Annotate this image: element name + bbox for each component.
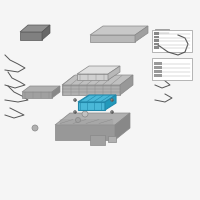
- Bar: [154, 32, 159, 34]
- Bar: [152, 58, 192, 80]
- Polygon shape: [108, 66, 120, 80]
- Polygon shape: [52, 86, 60, 98]
- Bar: [152, 30, 192, 52]
- Polygon shape: [55, 113, 130, 125]
- Polygon shape: [42, 25, 50, 40]
- Polygon shape: [22, 86, 60, 92]
- Circle shape: [110, 98, 114, 102]
- Bar: [154, 39, 159, 42]
- Polygon shape: [120, 75, 133, 95]
- Polygon shape: [22, 92, 52, 98]
- Circle shape: [74, 110, 76, 114]
- Polygon shape: [78, 95, 116, 102]
- Polygon shape: [135, 26, 148, 42]
- Polygon shape: [90, 26, 148, 35]
- Polygon shape: [115, 113, 130, 140]
- Circle shape: [32, 125, 38, 131]
- Circle shape: [74, 98, 76, 102]
- Bar: [154, 43, 159, 45]
- Bar: [154, 74, 162, 76]
- Bar: [154, 62, 162, 64]
- Polygon shape: [105, 95, 116, 110]
- Polygon shape: [62, 75, 133, 85]
- Polygon shape: [55, 125, 115, 140]
- Bar: [154, 70, 162, 72]
- Bar: [108, 136, 116, 142]
- Circle shape: [76, 117, 80, 122]
- Polygon shape: [62, 85, 120, 95]
- Circle shape: [110, 110, 114, 114]
- Circle shape: [82, 111, 88, 117]
- Polygon shape: [77, 74, 108, 80]
- Bar: [90, 135, 105, 145]
- Polygon shape: [77, 66, 120, 74]
- Bar: [154, 66, 162, 68]
- Polygon shape: [20, 25, 50, 32]
- Bar: [155, 29, 169, 38]
- Polygon shape: [78, 102, 105, 110]
- Bar: [154, 36, 159, 38]
- Bar: [154, 46, 159, 48]
- Polygon shape: [20, 32, 42, 40]
- Polygon shape: [90, 35, 135, 42]
